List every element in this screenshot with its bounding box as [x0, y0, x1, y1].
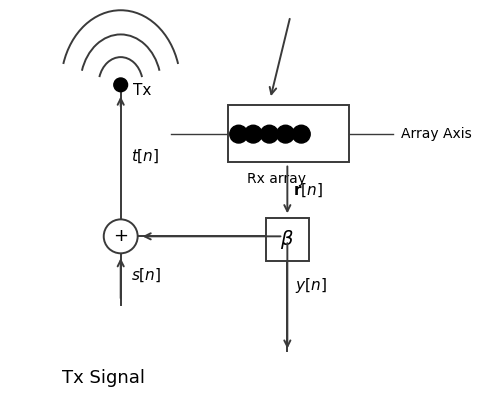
Bar — [228, 105, 349, 162]
Text: $\beta$: $\beta$ — [280, 228, 294, 251]
Circle shape — [261, 125, 278, 143]
Bar — [266, 218, 308, 261]
Circle shape — [230, 125, 247, 143]
Text: Tx Signal: Tx Signal — [62, 369, 145, 387]
Circle shape — [104, 219, 138, 253]
Text: $\mathbf{r}[n]$: $\mathbf{r}[n]$ — [293, 181, 323, 199]
Text: Array Axis: Array Axis — [402, 127, 472, 141]
Text: $y[n]$: $y[n]$ — [295, 276, 327, 295]
Text: +: + — [113, 227, 128, 245]
Circle shape — [292, 125, 310, 143]
Text: $s[n]$: $s[n]$ — [131, 266, 161, 284]
Text: Tx: Tx — [133, 83, 151, 99]
Circle shape — [277, 125, 294, 143]
Circle shape — [114, 78, 128, 92]
Text: $t[n]$: $t[n]$ — [131, 147, 159, 165]
Circle shape — [244, 125, 262, 143]
Text: Rx array: Rx array — [247, 172, 306, 186]
